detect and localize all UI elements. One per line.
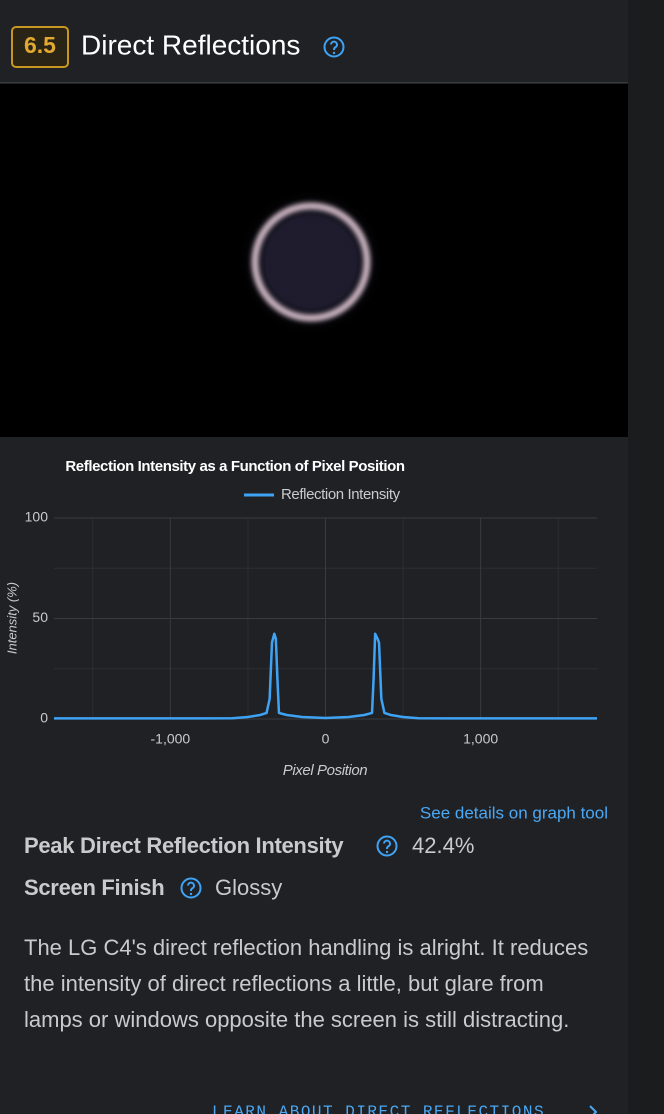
legend-label: Reflection Intensity: [281, 486, 401, 503]
y-tick-label: 50: [32, 609, 48, 625]
score: 6.5: [24, 32, 56, 58]
chart: 0 50 100 -1,000 0 1,000 Reflection Intensity: [25, 486, 597, 747]
learn-link[interactable]: LEARN ABOUT DIRECT REFLECTIONS: [212, 1103, 598, 1114]
description: The LG C4's direct reflection handling i…: [24, 935, 589, 1032]
help-icon[interactable]: [180, 877, 202, 899]
help-icon[interactable]: [323, 36, 345, 58]
photo-ring: [251, 202, 371, 322]
y-tick-label: 0: [40, 710, 48, 726]
x-tick-label: 1,000: [463, 731, 498, 747]
y-tick-label: 100: [25, 509, 49, 525]
help-icon[interactable]: [376, 835, 398, 857]
x-axis-label: Pixel Position: [283, 762, 368, 779]
learn-link-text[interactable]: LEARN ABOUT DIRECT REFLECTIONS: [212, 1103, 545, 1114]
property-value: Glossy: [215, 875, 282, 900]
property-value: 42.4%: [412, 833, 474, 858]
x-tick-label: 0: [322, 731, 330, 747]
chart-title: Reflection Intensity as a Function of Pi…: [65, 458, 404, 475]
graph-link[interactable]: See details on graph tool: [420, 803, 608, 822]
y-axis-label: Intensity (%): [4, 582, 19, 654]
score-badge: [11, 26, 69, 68]
title: Direct Reflections: [81, 29, 300, 60]
property-name: Peak Direct Reflection Intensity: [24, 833, 344, 858]
chevron: [589, 1105, 598, 1114]
data-line: [54, 632, 597, 720]
property-name: Screen Finish: [24, 875, 164, 900]
x-tick-label: -1,000: [151, 731, 191, 747]
